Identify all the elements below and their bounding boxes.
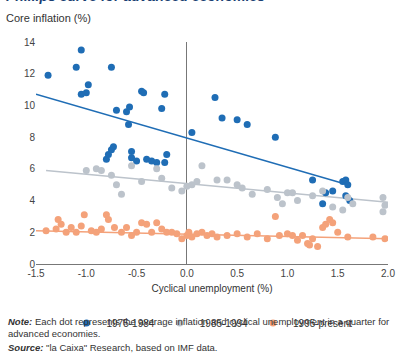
svg-text:8: 8: [29, 132, 35, 143]
svg-text:0.0: 0.0: [180, 268, 194, 279]
svg-text:-1.5: -1.5: [27, 268, 45, 279]
html-text:Source: "la Caixa" Research, b: Source: "la Caixa" Research, based on IM…: [8, 341, 218, 353]
svg-text:-1.0: -1.0: [78, 268, 96, 279]
svg-text:1.0: 1.0: [280, 268, 294, 279]
svg-text:Core inflation (%): Core inflation (%): [6, 12, 91, 24]
svg-text:4: 4: [29, 195, 35, 206]
svg-text:2.0: 2.0: [381, 268, 395, 279]
svg-text:1.5: 1.5: [331, 268, 345, 279]
svg-text:Phillips curve for advanced ec: Phillips curve for advanced economies: [6, 0, 265, 4]
svg-text:10: 10: [24, 100, 36, 111]
svg-text:2: 2: [29, 227, 35, 238]
svg-text:0.5: 0.5: [230, 268, 244, 279]
svg-text:6: 6: [29, 163, 35, 174]
svg-text:Cyclical unemployment (%): Cyclical unemployment (%): [151, 283, 272, 294]
svg-text:-0.5: -0.5: [128, 268, 146, 279]
svg-text:12: 12: [24, 68, 36, 79]
html-text:Note: Each dot represents the: Note: Each dot represents the average in…: [8, 316, 390, 339]
svg-text:0: 0: [29, 259, 35, 270]
svg-text:14: 14: [24, 37, 36, 48]
